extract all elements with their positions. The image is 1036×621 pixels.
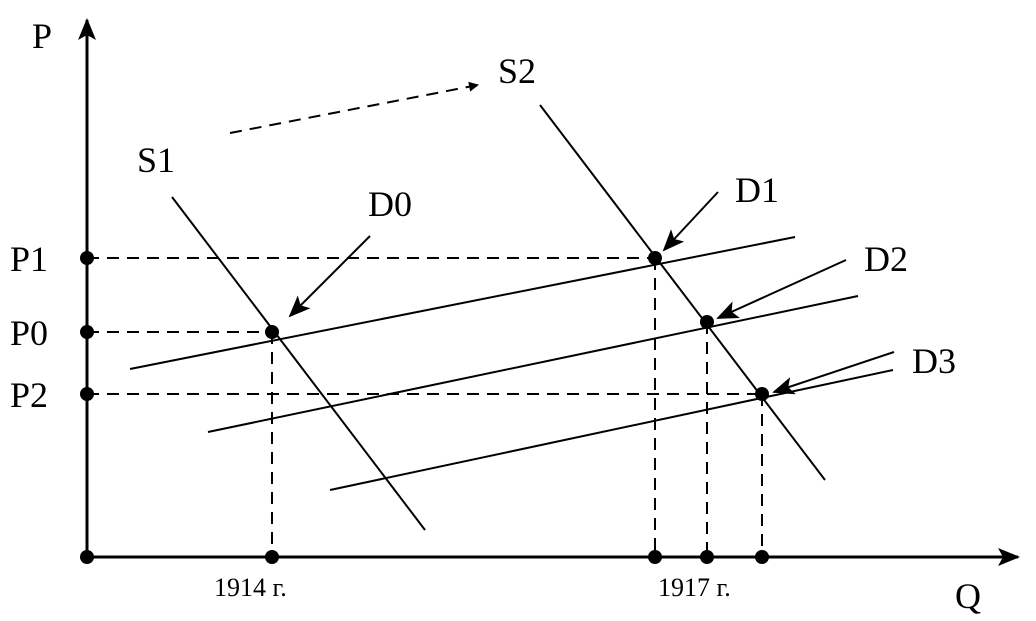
y-axis-label: P <box>32 16 52 56</box>
p1-axis-point <box>80 251 94 265</box>
d3-pointer-arrow <box>772 351 895 395</box>
demand-curve-d0 <box>129 236 796 370</box>
equilibrium-d2 <box>700 315 714 329</box>
curve-label-s1: S1 <box>137 140 175 180</box>
equilibrium-d1 <box>648 251 662 265</box>
p2-axis-point <box>80 387 94 401</box>
year-label-1914: 1914 г. <box>214 573 287 602</box>
curve-label-d0: D0 <box>368 184 412 224</box>
demand-curve-d3 <box>329 369 894 491</box>
price-label-p2: P2 <box>10 375 48 415</box>
x-axis-label: Q <box>955 576 981 616</box>
q-d3-axis-point <box>755 550 769 564</box>
price-label-p1: P1 <box>10 239 48 279</box>
curve-label-d1: D1 <box>735 170 779 210</box>
d1-pointer-arrow <box>662 191 719 252</box>
q-d1-axis-point <box>648 550 662 564</box>
price-label-p0: P0 <box>10 313 48 353</box>
p0-axis-point <box>80 325 94 339</box>
year-label-1917: 1917 г. <box>658 573 731 602</box>
curve-label-d3: D3 <box>912 341 956 381</box>
equilibrium-d3 <box>755 387 769 401</box>
curve-label-s2: S2 <box>498 51 536 91</box>
d0-pointer-arrow <box>288 235 371 318</box>
curve-label-d2: D2 <box>864 239 908 279</box>
supply-shift-arrow <box>229 81 479 134</box>
demand-curve-d2 <box>207 295 859 433</box>
supply-curve-s1 <box>171 196 426 531</box>
d2-pointer-arrow <box>716 259 847 319</box>
origin-point <box>80 550 94 564</box>
supply-curve-s2 <box>539 104 826 481</box>
q1914-axis-point <box>265 550 279 564</box>
q-d2-axis-point <box>700 550 714 564</box>
equilibrium-d0 <box>265 325 279 339</box>
